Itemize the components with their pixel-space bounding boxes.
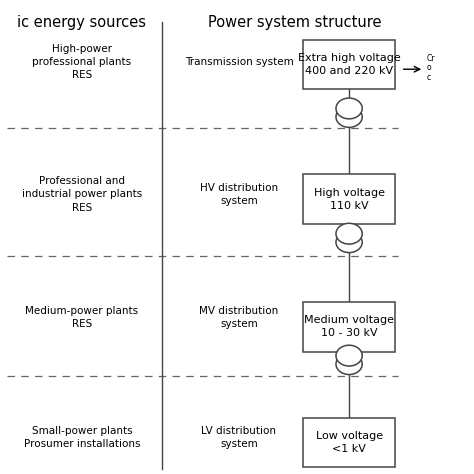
Ellipse shape bbox=[336, 107, 362, 128]
Text: Extra high voltage
400 and 220 kV: Extra high voltage 400 and 220 kV bbox=[298, 53, 401, 76]
Text: HV distribution
system: HV distribution system bbox=[200, 183, 278, 206]
Text: c: c bbox=[427, 73, 430, 82]
Text: Low voltage
<1 kV: Low voltage <1 kV bbox=[316, 431, 383, 454]
Text: Professional and
industrial power plants
RES: Professional and industrial power plants… bbox=[22, 176, 142, 213]
Text: LV distribution
system: LV distribution system bbox=[201, 426, 276, 449]
Text: MV distribution
system: MV distribution system bbox=[200, 306, 279, 329]
Text: ic energy sources: ic energy sources bbox=[18, 15, 146, 30]
Ellipse shape bbox=[336, 345, 362, 366]
Text: Power system structure: Power system structure bbox=[209, 15, 382, 30]
FancyBboxPatch shape bbox=[303, 302, 395, 352]
Ellipse shape bbox=[336, 232, 362, 253]
FancyBboxPatch shape bbox=[303, 174, 395, 224]
Text: Cr: Cr bbox=[427, 54, 435, 63]
Text: o: o bbox=[427, 64, 431, 73]
Text: Medium-power plants
RES: Medium-power plants RES bbox=[25, 306, 138, 329]
Ellipse shape bbox=[336, 223, 362, 244]
Text: Transmission system: Transmission system bbox=[184, 57, 293, 67]
Text: High-power
professional plants
RES: High-power professional plants RES bbox=[32, 44, 131, 80]
Text: Small-power plants
Prosumer installations: Small-power plants Prosumer installation… bbox=[24, 426, 140, 449]
Text: High voltage
110 kV: High voltage 110 kV bbox=[314, 188, 384, 211]
FancyBboxPatch shape bbox=[303, 418, 395, 467]
FancyBboxPatch shape bbox=[303, 40, 395, 89]
Text: Medium voltage
10 - 30 kV: Medium voltage 10 - 30 kV bbox=[304, 315, 394, 338]
Ellipse shape bbox=[336, 98, 362, 119]
Ellipse shape bbox=[336, 354, 362, 374]
